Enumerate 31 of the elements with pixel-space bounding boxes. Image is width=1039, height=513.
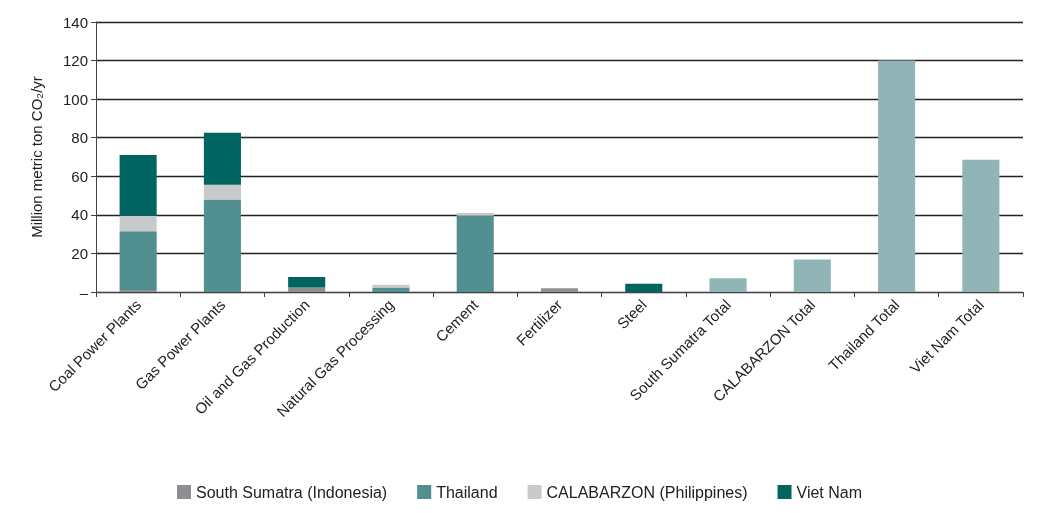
y-axis-title: Million metric ton CO₂/yr [28,76,45,238]
y-tick-label: – [79,283,89,301]
y-tick-label: 40 [71,206,88,224]
bar [119,155,157,216]
y-tick-label: 120 [62,52,88,70]
bar [372,284,410,288]
legend-label: South Sumatra (Indonesia) [195,483,388,501]
bar [288,276,326,288]
bar [203,184,241,200]
legend-label: Viet Nam [796,483,863,501]
y-tick-label: 100 [62,90,88,108]
bar [540,288,579,292]
bar [962,159,1000,292]
bar [709,278,747,292]
y-tick-label: 20 [71,244,88,262]
bar [119,215,157,232]
bar [625,283,663,292]
bar [793,259,831,292]
y-tick-label: 140 [62,13,88,31]
bar [119,231,157,291]
bar [372,287,410,292]
legend-label: CALABARZON (Philippines) [546,483,748,501]
bar [288,287,326,292]
legend-label: Thailand [436,483,498,501]
y-tick-label: 80 [71,129,88,147]
y-tick-label: 60 [71,167,88,185]
bar [878,60,916,292]
bar [456,212,494,216]
bar [203,132,241,185]
bar [456,215,494,292]
bar [203,199,241,292]
